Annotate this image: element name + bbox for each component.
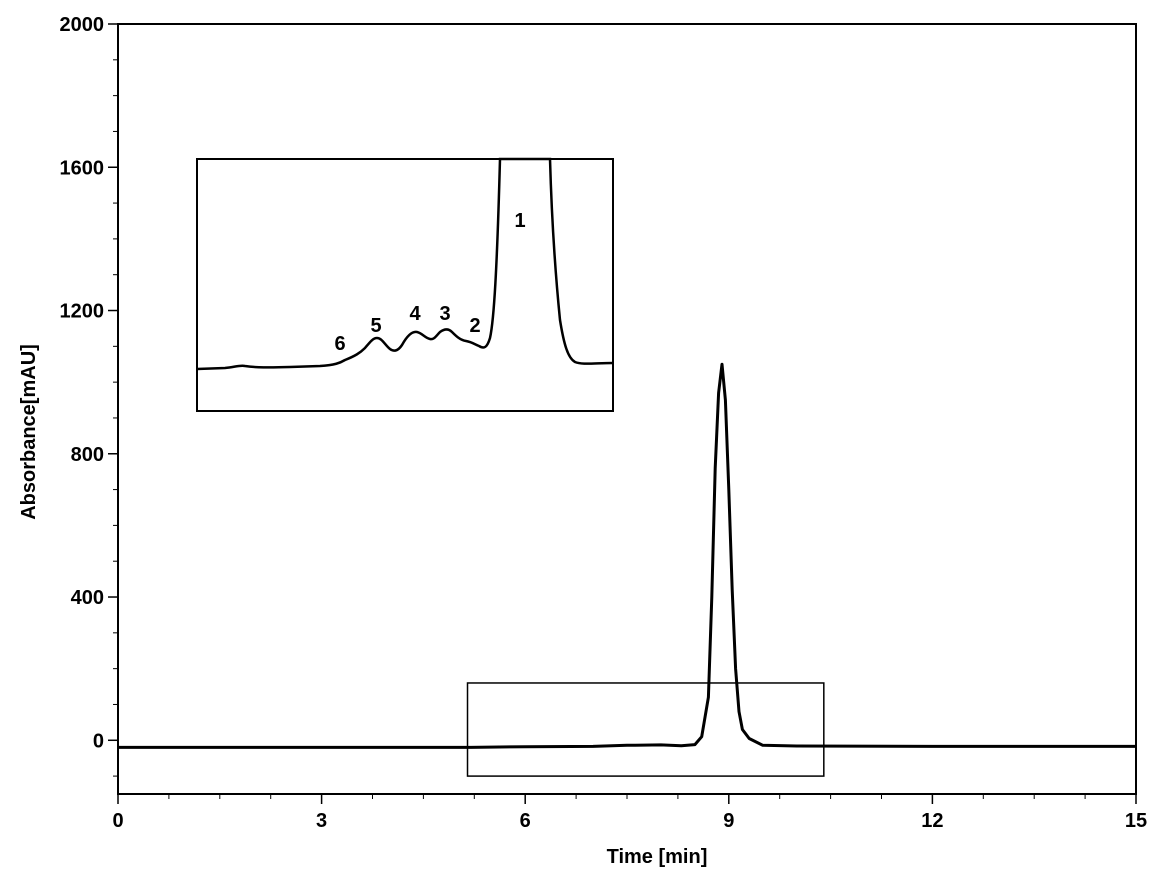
- inset-frame: [196, 158, 614, 412]
- x-tick-label: 9: [723, 810, 734, 832]
- x-axis-title: Time [min]: [607, 846, 708, 868]
- x-tick-label: 12: [921, 810, 943, 832]
- peak-label-4: 4: [409, 303, 421, 325]
- y-tick-label: 1600: [60, 157, 105, 179]
- peak-label-5: 5: [370, 315, 381, 337]
- y-axis-title: Absorbance[mAU]: [18, 344, 40, 520]
- inset-box-group: 6 5 4 3 2 1: [196, 157, 614, 412]
- x-tick-label: 6: [520, 810, 531, 832]
- inset-trace: [196, 157, 614, 371]
- x-tick-label: 15: [1125, 810, 1147, 832]
- peak-label-3: 3: [439, 303, 450, 325]
- peak-label-6: 6: [334, 333, 345, 355]
- y-tick-label: 2000: [60, 14, 105, 36]
- y-tick-label: 400: [71, 587, 104, 609]
- y-tick-label: 0: [93, 730, 104, 752]
- y-tick-label: 1200: [60, 301, 105, 323]
- zoom-region-box: [466, 682, 825, 777]
- x-tick-label: 0: [112, 810, 123, 832]
- chromatogram-trace: [118, 362, 1136, 749]
- peak-label-1: 1: [514, 210, 525, 232]
- x-tick-label: 3: [316, 810, 327, 832]
- peak-label-2: 2: [469, 315, 480, 337]
- y-tick-label: 800: [71, 444, 104, 466]
